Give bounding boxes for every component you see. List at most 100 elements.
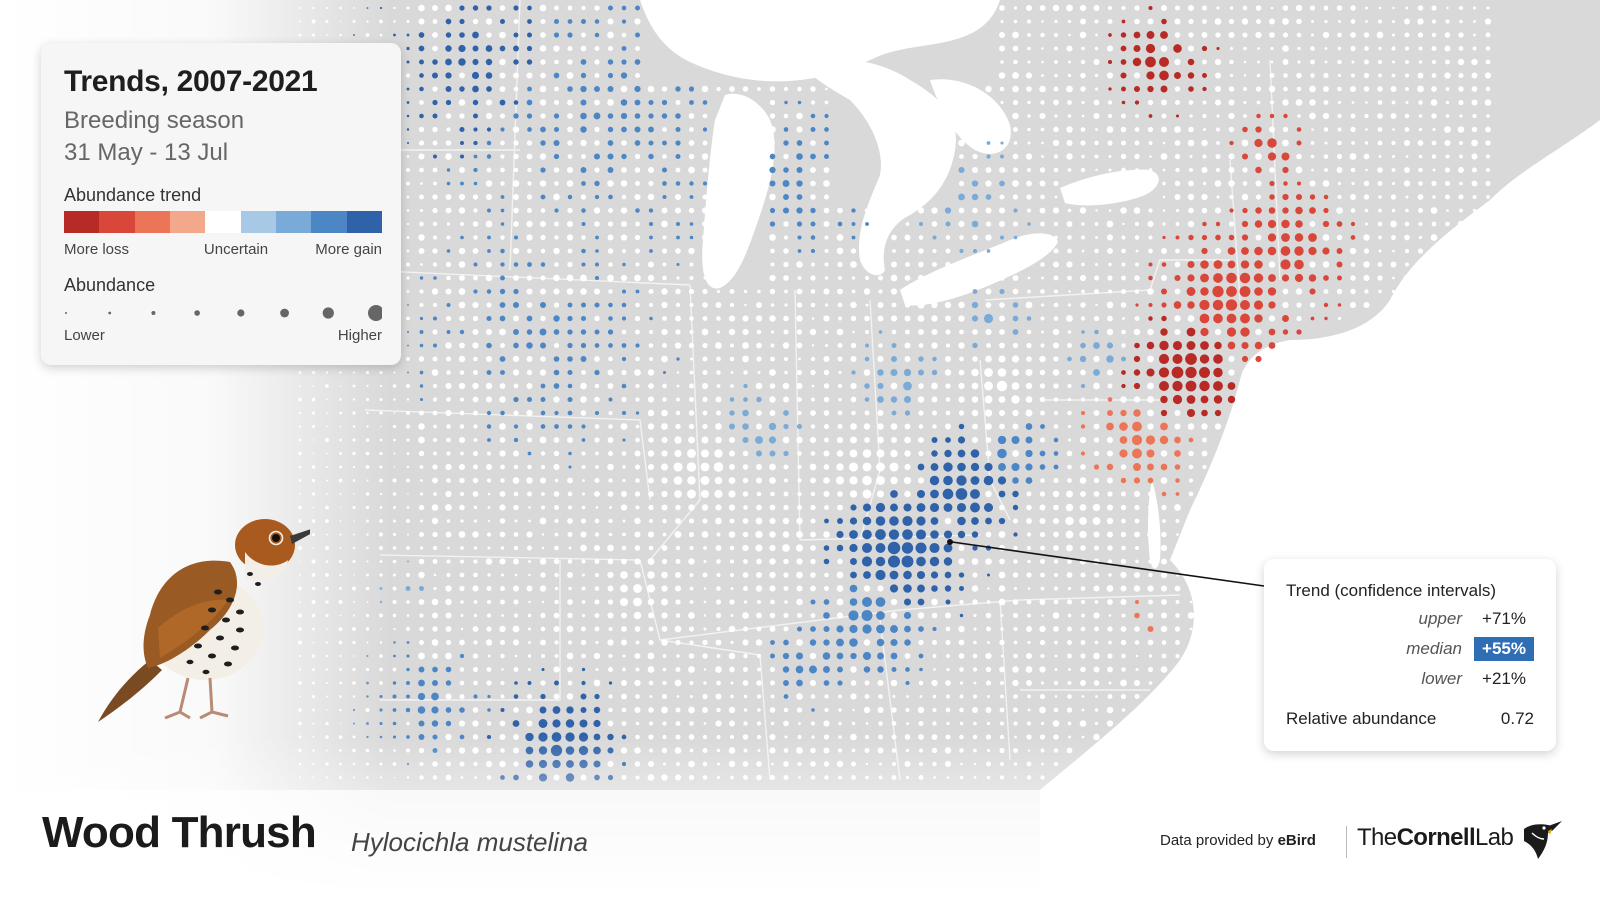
abundance-dot bbox=[1027, 708, 1031, 712]
abundance-dot bbox=[594, 437, 600, 443]
abundance-dot bbox=[700, 476, 710, 485]
abundance-dot bbox=[1243, 60, 1247, 64]
abundance-dot bbox=[729, 572, 735, 578]
abundance-dot bbox=[460, 451, 464, 456]
abundance-dot bbox=[916, 503, 926, 512]
abundance-dot bbox=[945, 221, 951, 227]
abundance-dot bbox=[648, 707, 654, 713]
abundance-dot bbox=[662, 235, 667, 240]
abundance-dot bbox=[526, 194, 533, 200]
abundance-dot bbox=[756, 356, 762, 362]
abundance-dot bbox=[861, 556, 873, 567]
abundance-dot bbox=[716, 627, 721, 631]
abundance-dot bbox=[822, 652, 831, 660]
abundance-dot bbox=[406, 546, 410, 550]
abundance-dot bbox=[527, 181, 532, 186]
abundance-dot bbox=[730, 586, 734, 591]
abundance-dot bbox=[554, 599, 559, 605]
abundance-dot bbox=[1228, 180, 1235, 187]
abundance-dot bbox=[876, 490, 885, 498]
abundance-dot bbox=[1159, 435, 1169, 445]
abundance-dot bbox=[634, 274, 641, 282]
abundance-dot bbox=[392, 721, 397, 726]
abundance-dot bbox=[1067, 559, 1072, 564]
abundance-dot bbox=[1404, 73, 1410, 78]
abundance-dot bbox=[836, 598, 844, 606]
abundance-dot bbox=[1309, 5, 1316, 11]
cornell-lab-wordmark[interactable]: TheCornellLab bbox=[1357, 824, 1514, 852]
abundance-dot bbox=[527, 248, 532, 254]
abundance-dot bbox=[1027, 276, 1031, 280]
abundance-dot bbox=[1404, 46, 1410, 51]
selected-location-marker[interactable] bbox=[947, 539, 953, 545]
abundance-dot bbox=[580, 410, 587, 416]
abundance-dot bbox=[973, 613, 977, 618]
abundance-dot bbox=[594, 613, 600, 618]
abundance-dot bbox=[594, 86, 600, 92]
abundance-dot bbox=[931, 382, 938, 390]
abundance-dot bbox=[742, 680, 749, 686]
abundance-dot bbox=[675, 127, 681, 132]
abundance-dot bbox=[431, 598, 439, 606]
abundance-dot bbox=[540, 140, 546, 146]
abundance-dot bbox=[486, 396, 492, 403]
abundance-dot bbox=[958, 315, 965, 322]
abundance-dot bbox=[634, 679, 641, 687]
abundance-dot bbox=[849, 638, 858, 647]
abundance-dot bbox=[566, 625, 574, 633]
abundance-dot bbox=[473, 235, 478, 240]
abundance-dot bbox=[944, 585, 952, 592]
abundance-dot bbox=[473, 546, 478, 550]
abundance-dot bbox=[1121, 19, 1126, 24]
abundance-dot bbox=[1201, 423, 1208, 430]
abundance-dot bbox=[1160, 395, 1168, 404]
abundance-dot bbox=[445, 153, 452, 160]
abundance-dot bbox=[1026, 532, 1032, 537]
abundance-dot bbox=[1309, 99, 1316, 106]
abundance-dot bbox=[1242, 369, 1248, 376]
abundance-dot bbox=[999, 288, 1005, 295]
abundance-dot bbox=[581, 424, 586, 429]
credit-source-ebird[interactable]: eBird bbox=[1277, 832, 1316, 849]
abundance-dot bbox=[445, 207, 452, 214]
abundance-dot bbox=[796, 126, 803, 133]
abundance-dot bbox=[1068, 60, 1071, 64]
abundance-dot bbox=[634, 72, 641, 79]
abundance-dot bbox=[796, 221, 803, 227]
abundance-dot bbox=[1012, 450, 1019, 457]
abundance-dot bbox=[459, 707, 465, 713]
abundance-dot bbox=[1013, 653, 1018, 659]
abundance-dot bbox=[877, 275, 884, 281]
abundance-dot bbox=[580, 139, 587, 147]
abundance-dot bbox=[485, 193, 493, 201]
abundance-dot bbox=[1027, 60, 1031, 64]
abundance-dot bbox=[811, 344, 815, 347]
abundance-dot bbox=[1068, 290, 1071, 293]
abundance-dot bbox=[1160, 45, 1168, 52]
abundance-dot bbox=[1473, 20, 1476, 23]
abundance-dot bbox=[918, 369, 924, 376]
abundance-dot bbox=[1417, 5, 1424, 11]
abundance-dot bbox=[1106, 234, 1114, 241]
abundance-dot bbox=[433, 586, 437, 591]
abundance-dot bbox=[1107, 100, 1113, 105]
abundance-dot bbox=[1133, 409, 1141, 417]
abundance-dot bbox=[1215, 221, 1221, 227]
abundance-dot bbox=[958, 625, 965, 633]
abundance-dot bbox=[1188, 180, 1194, 187]
abundance-dot bbox=[445, 639, 452, 646]
abundance-dot bbox=[797, 505, 802, 510]
abundance-dot bbox=[904, 275, 911, 281]
abundance-dot bbox=[903, 611, 912, 620]
abundance-dot bbox=[930, 489, 939, 499]
abundance-dot bbox=[945, 423, 951, 430]
abundance-dot bbox=[1066, 153, 1073, 160]
abundance-dot bbox=[688, 558, 695, 565]
abundance-dot bbox=[824, 249, 829, 253]
abundance-dot bbox=[540, 477, 546, 484]
abundance-dot bbox=[460, 519, 464, 523]
abundance-dot bbox=[1214, 85, 1222, 93]
abundance-dot bbox=[581, 438, 586, 442]
